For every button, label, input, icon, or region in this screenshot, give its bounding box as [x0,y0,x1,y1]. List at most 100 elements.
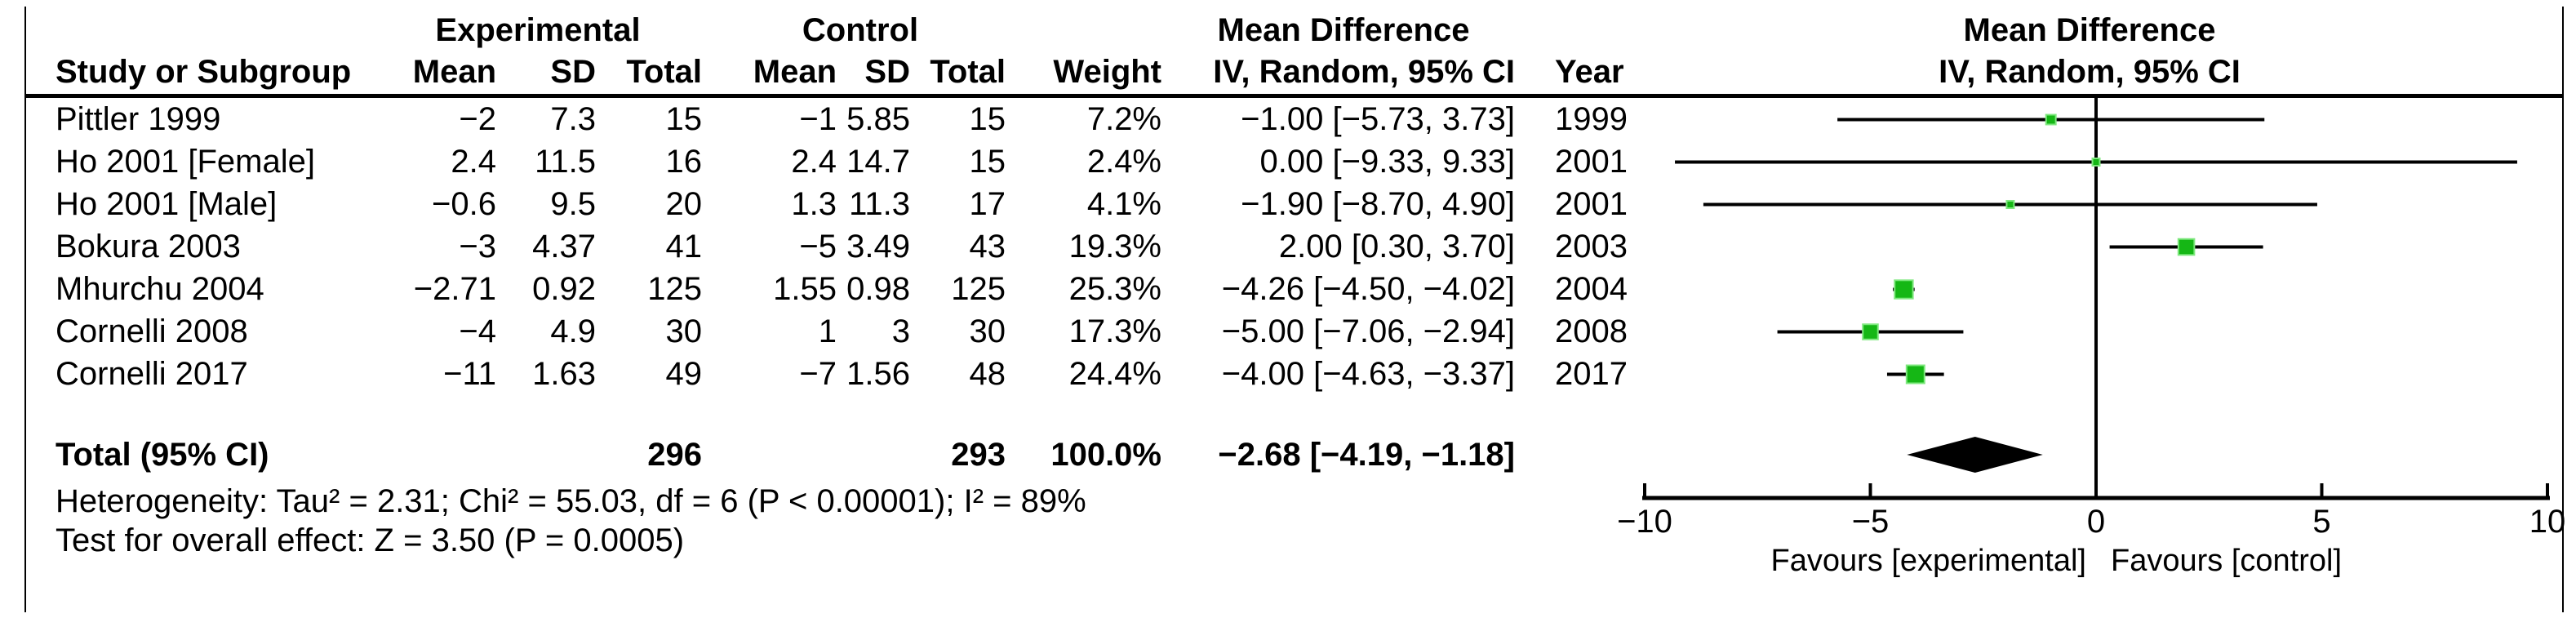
table-row: Pittler 1999 −2 7.3 15 −1 5.85 15 7.2% −… [0,98,1673,140]
column-header-ci-table: IV, Random, 95% CI [1213,54,1515,90]
total-control: 17 [969,186,1006,222]
total-experimental: 15 [665,101,703,137]
year-value: 2008 [1555,313,1628,349]
sd-experimental: 0.92 [532,271,596,307]
mean-experimental: −2.71 [413,271,496,307]
ci-value: −5.00 [−7.06, −2.94] [1221,313,1515,349]
ci-value: −4.26 [−4.50, −4.02] [1221,271,1515,307]
weight-value: 4.1% [1086,186,1161,222]
total-experimental: 30 [665,313,703,349]
column-header-total-control: Total [930,54,1006,90]
axis-tick-label: −5 [1851,504,1890,540]
right-border-rule [2562,7,2564,612]
weight-square [1905,364,1925,385]
axis-tick-label: 10 [2529,504,2566,540]
table-row: Mhurchu 2004 −2.71 0.92 125 1.55 0.98 12… [0,268,1673,310]
sd-experimental: 1.63 [532,356,596,392]
year-value: 2001 [1555,186,1628,222]
study-label: Ho 2001 [Male] [56,186,278,222]
table-row: Ho 2001 [Female] 2.4 11.5 16 2.4 14.7 15… [0,140,1673,183]
study-label: Ho 2001 [Female] [56,144,315,180]
sd-control: 14.7 [846,144,910,180]
total-control: 48 [969,356,1006,392]
year-value: 2001 [1555,144,1628,180]
column-header-sd-experimental: SD [550,54,596,90]
total-n-control: 293 [951,437,1006,473]
weight-square [2177,238,2196,256]
sd-experimental: 9.5 [550,186,596,222]
study-label: Cornelli 2017 [56,356,248,392]
study-rows: Pittler 1999 −2 7.3 15 −1 5.85 15 7.2% −… [0,98,1673,395]
sd-experimental: 11.5 [535,144,596,180]
ci-value: −1.00 [−5.73, 3.73] [1241,101,1515,137]
axis-tick-label: −10 [1617,504,1672,540]
weight-value: 24.4% [1068,356,1161,392]
sd-control: 3.49 [846,229,910,265]
total-control: 43 [969,229,1006,265]
total-control: 30 [969,313,1006,349]
total-label: Total (95% CI) [56,437,269,473]
mean-control: 1.55 [773,271,837,307]
table-row: Cornelli 2017 −11 1.63 49 −7 1.56 48 24.… [0,353,1673,395]
weight-square [1862,323,1879,340]
sd-experimental: 4.37 [532,229,596,265]
total-control: 125 [951,271,1006,307]
weight-value: 7.2% [1086,101,1161,137]
sd-experimental: 4.9 [550,313,596,349]
group-header-mean-difference-plot: Mean Difference [1963,12,2216,48]
total-ci: −2.68 [−4.19, −1.18] [1218,437,1515,473]
left-border-rule [24,7,26,612]
column-header-year: Year [1555,54,1624,90]
overall-effect-text: Test for overall effect: Z = 3.50 (P = 0… [56,522,685,558]
total-experimental: 20 [665,186,703,222]
year-value: 2017 [1555,356,1628,392]
total-experimental: 49 [665,356,703,392]
column-header-weight: Weight [1053,54,1161,90]
mean-control: 1 [818,313,837,349]
sd-control: 11.3 [849,186,910,222]
mean-control: 2.4 [791,144,837,180]
table-row: Cornelli 2008 −4 4.9 30 1 3 30 17.3% −5.… [0,310,1673,353]
total-experimental: 41 [665,229,703,265]
favours-experimental-label: Favours [experimental] [1770,544,2087,578]
year-value: 2003 [1555,229,1628,265]
group-header-mean-difference-table: Mean Difference [1217,12,1470,48]
header-separator-line [24,94,2564,98]
axis-tick-label: 0 [2086,504,2106,540]
mean-experimental: 2.4 [451,144,496,180]
year-value: 2004 [1555,271,1628,307]
mean-experimental: −4 [459,313,496,349]
total-experimental: 125 [647,271,702,307]
table-row: Bokura 2003 −3 4.37 41 −5 3.49 43 19.3% … [0,225,1673,268]
sd-control: 1.56 [846,356,910,392]
ci-value: −1.90 [−8.70, 4.90] [1241,186,1515,222]
total-control: 15 [969,144,1006,180]
mean-control: −5 [799,229,837,265]
axis-tick-label: 5 [2312,504,2331,540]
table-row: Ho 2001 [Male] −0.6 9.5 20 1.3 11.3 17 4… [0,183,1673,225]
weight-square [2005,199,2015,210]
weight-value: 2.4% [1086,144,1161,180]
weight-value: 17.3% [1068,313,1161,349]
group-header-control: Control [802,12,919,48]
year-value: 1999 [1555,101,1628,137]
sd-control: 0.98 [846,271,910,307]
mean-control: −7 [799,356,837,392]
weight-value: 19.3% [1068,229,1161,265]
ci-value: 2.00 [0.30, 3.70] [1278,229,1515,265]
total-diamond [1907,437,2043,473]
study-label: Cornelli 2008 [56,313,248,349]
column-header-mean-experimental: Mean [412,54,496,90]
total-experimental: 16 [665,144,703,180]
weight-square [2091,158,2101,167]
favours-control-label: Favours [control] [2111,544,2342,578]
weight-square [1894,279,1914,300]
column-header-ci-plot: IV, Random, 95% CI [1939,54,2241,90]
mean-experimental: −0.6 [432,186,496,222]
column-header-mean-control: Mean [753,54,837,90]
total-n-experimental: 296 [647,437,702,473]
mean-control: −1 [799,101,837,137]
sd-experimental: 7.3 [550,101,596,137]
mean-experimental: −2 [459,101,496,137]
